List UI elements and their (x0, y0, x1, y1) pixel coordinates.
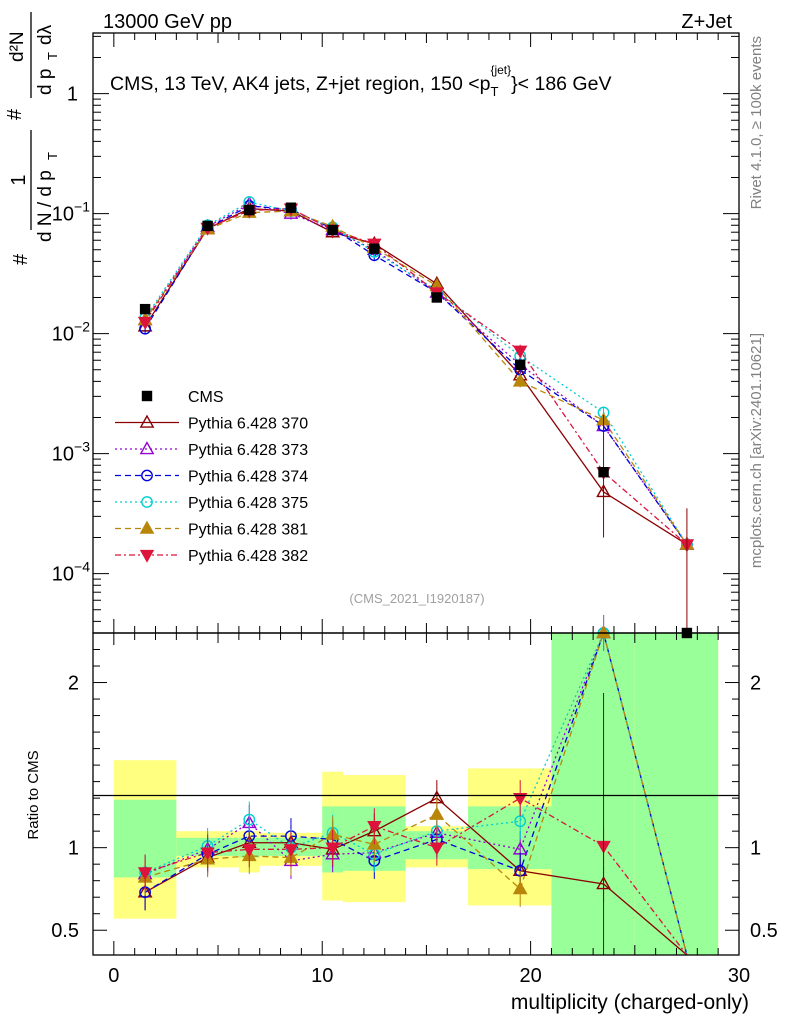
ratio-marker (429, 842, 445, 856)
legend-label: Pythia 6.428 381 (188, 522, 308, 539)
ratio-marker (243, 813, 256, 826)
ratio-series-line (144, 797, 688, 956)
ratio-series-lines (144, 630, 688, 956)
axes: 0 10 20 30 1 10−1 10−2 10−3 10−4 0.5 0.5 1 1 2 2 (51, 33, 778, 987)
cms-data-point (598, 467, 609, 478)
x-tick-label: 30 (728, 965, 750, 987)
cms-data-point (514, 359, 526, 370)
legend-marker (139, 549, 155, 563)
y-label-dp: d p (35, 69, 56, 95)
legend-label: CMS (188, 389, 224, 406)
ratio-marker (429, 806, 445, 820)
ratio-tick-label-right: 0.5 (750, 920, 778, 942)
legend-marker (139, 520, 155, 534)
chart-title-sup: {jet} (490, 63, 511, 77)
ratio-marker (512, 792, 528, 806)
legend-label: Pythia 6.428 373 (188, 442, 308, 459)
ratio-frame (92, 632, 740, 956)
legend-label: Pythia 6.428 375 (188, 495, 308, 512)
main-series-line (144, 207, 688, 545)
ratio-band-inner (634, 633, 719, 955)
legend-label: Pythia 6.428 370 (188, 416, 308, 433)
chart-title-main: CMS, 13 TeV, AK4 jets, Z+jet region, 150… (110, 73, 491, 95)
ratio-series-line (144, 630, 688, 956)
legend-marker (141, 496, 153, 508)
cms-data-point (139, 303, 151, 315)
cms-data-point (285, 202, 297, 213)
main-markers (137, 195, 695, 639)
chart-title: CMS, 13 TeV, AK4 jets, Z+jet region, 150… (110, 63, 611, 99)
rivet-label: Rivet 4.1.0, ≥ 100k events (748, 36, 765, 209)
header-left: 13000 GeV pp (103, 11, 232, 33)
y-tick-label: 10−3 (52, 439, 90, 466)
ratio-bands (113, 633, 719, 955)
ratio-series-line (144, 630, 688, 956)
ratio-series-line (144, 631, 688, 956)
y-label-one: 1 (8, 174, 30, 185)
ratio-marker (512, 881, 528, 895)
ratio-tick-label-left: 2 (68, 673, 79, 695)
ratio-series-line (144, 630, 688, 956)
main-marker (512, 345, 528, 359)
ratio-series-line (144, 797, 688, 956)
ratio-markers (137, 615, 611, 955)
x-tick-label: 20 (519, 965, 541, 987)
analysis-id: (CMS_2021_I1920187) (349, 591, 484, 606)
ratio-tick-label-right: 1 (750, 838, 761, 860)
ratio-tick-label-left: 1 (68, 838, 79, 860)
ratio-marker (367, 821, 382, 834)
main-marker (137, 316, 153, 330)
legend-label: Pythia 6.428 374 (188, 469, 308, 486)
ratio-marker (242, 844, 257, 858)
legend-marker (139, 441, 155, 455)
legend-label: Pythia 6.428 382 (188, 548, 308, 565)
ratio-marker (283, 844, 299, 858)
cms-data-point (244, 204, 255, 216)
y-tick-label: 10−2 (52, 319, 90, 346)
main-series-lines (144, 201, 688, 546)
header-right: Z+Jet (681, 11, 732, 33)
chart-title-sub: T (491, 84, 499, 99)
y-label-d2N: d²N (7, 31, 28, 62)
y-label-hash1: # (10, 253, 32, 265)
chart-title-tail: }< 186 GeV (511, 73, 611, 95)
x-axis-label: multiplicity (charged-only) (511, 991, 749, 1014)
legend: CMS Pythia 6.428 370 Pythia 6.428 373 Pythi… (115, 389, 308, 565)
cms-data-point (202, 220, 213, 232)
y-label-subT2: T (45, 52, 60, 60)
y-label-subT: T (45, 152, 60, 160)
y-label-hash2: # (4, 108, 26, 120)
ratio-band-inner (551, 633, 635, 955)
ratio-marker (325, 842, 340, 856)
legend-marker (141, 390, 153, 402)
y-axis-label: # 1 d N / d p T # d²N d p T dλ (4, 12, 60, 265)
legend-marker (141, 469, 153, 482)
main-series-line (144, 205, 688, 545)
legend-marker (139, 414, 155, 428)
ratio-tick-label-right: 2 (750, 673, 761, 695)
y-tick-label: 1 (67, 84, 78, 106)
ratio-tick-label-left: 0.5 (51, 920, 79, 942)
y-tick-label: 10−1 (52, 199, 90, 226)
y-label-dN: d N / d p (35, 170, 56, 242)
ratio-y-label: Ratio to CMS (25, 750, 42, 839)
cms-data-point (369, 243, 380, 254)
ratio-marker (137, 867, 153, 881)
main-frame (92, 32, 740, 634)
mcplots-label: mcplots.cern.ch [arXiv:2401.10621] (748, 333, 765, 568)
main-marker (512, 373, 528, 387)
ratio-marker (596, 625, 611, 639)
x-tick-label: 0 (108, 965, 119, 987)
main-series-line (144, 201, 688, 545)
y-label-dlam: dλ (35, 24, 56, 45)
ratio-marker (200, 847, 215, 861)
y-tick-label: 10−4 (52, 559, 90, 586)
cms-data-point (327, 224, 338, 236)
x-tick-label: 10 (311, 965, 333, 987)
cms-data-point (431, 292, 443, 303)
